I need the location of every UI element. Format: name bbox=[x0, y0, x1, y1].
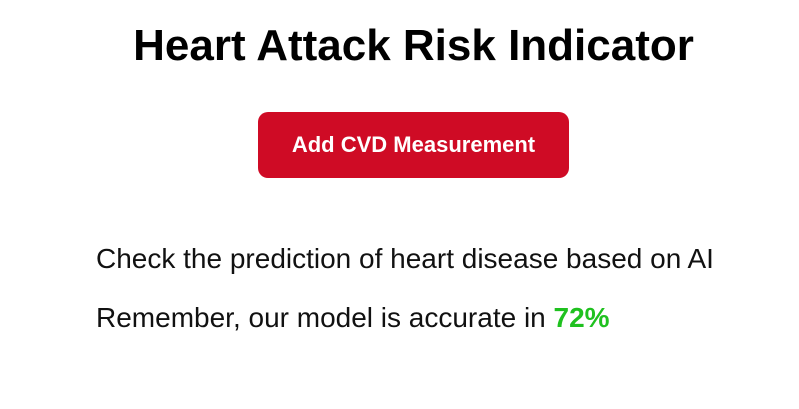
page-title: Heart Attack Risk Indicator bbox=[133, 21, 694, 70]
prediction-description: Check the prediction of heart disease ba… bbox=[96, 243, 714, 274]
accuracy-statement: Remember, our model is accurate in 72% bbox=[96, 300, 610, 336]
accuracy-prefix: Remember, our model is accurate in bbox=[96, 302, 554, 333]
add-cvd-measurement-button[interactable]: Add CVD Measurement bbox=[258, 112, 569, 178]
accuracy-value: 72% bbox=[553, 302, 610, 333]
